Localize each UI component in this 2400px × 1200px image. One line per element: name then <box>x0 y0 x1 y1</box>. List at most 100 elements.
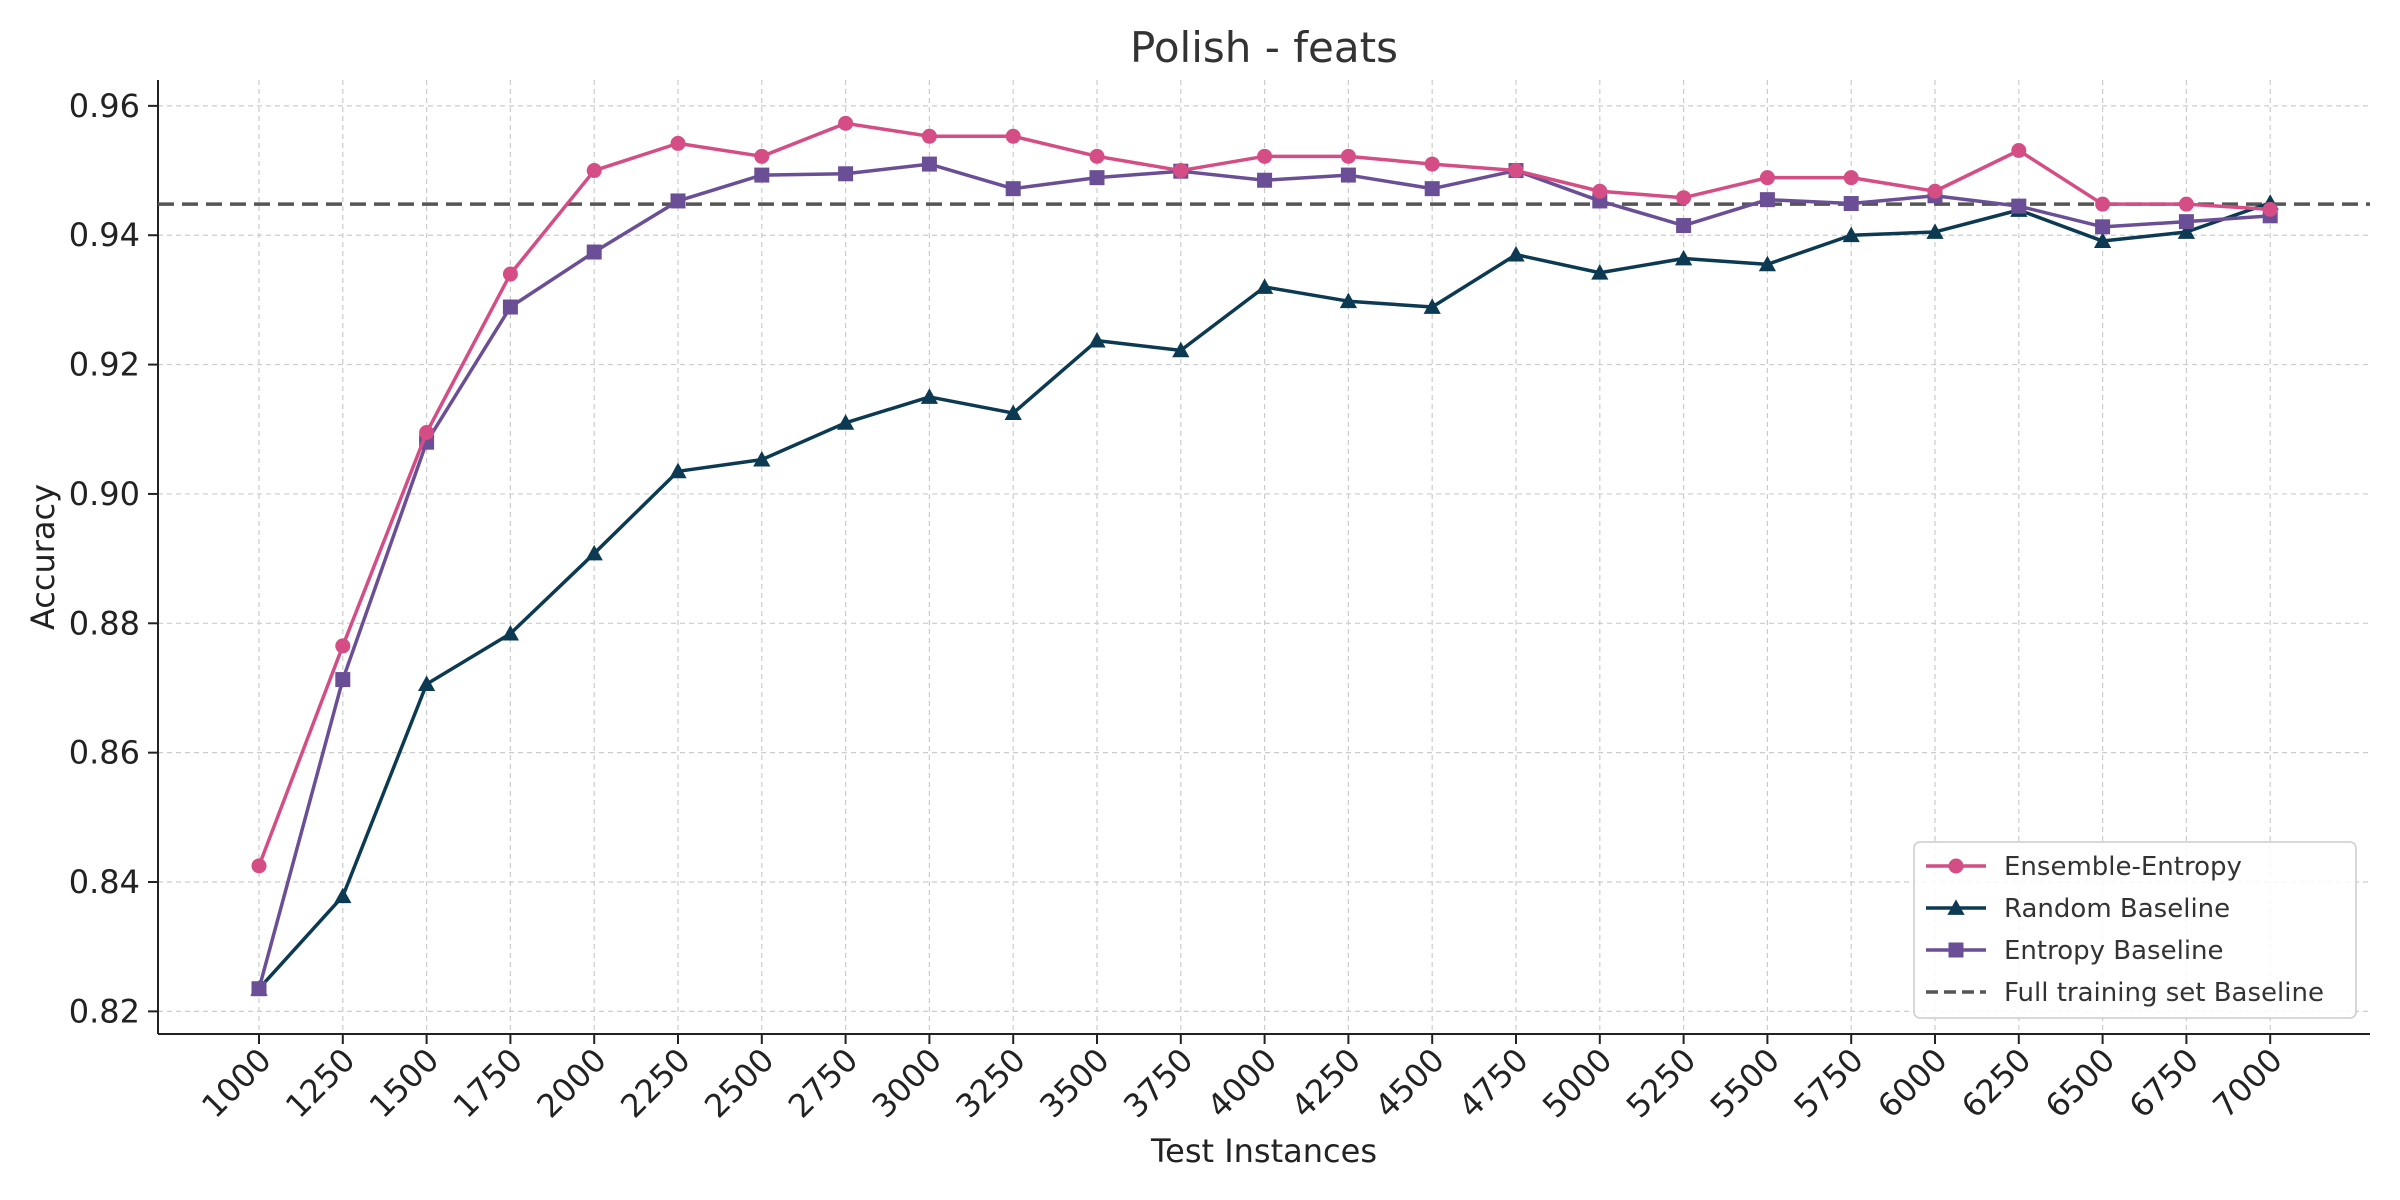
data-point-entropy-baseline <box>1340 167 1356 183</box>
legend-label-full-training-set-baseline: Full training set Baseline <box>2004 978 2324 1008</box>
legend-label-entropy-baseline: Entropy Baseline <box>2004 936 2224 966</box>
data-point-ensemble-entropy <box>502 266 518 282</box>
x-tick-label: 5250 <box>1619 1041 1703 1125</box>
data-point-entropy-baseline <box>921 156 937 172</box>
data-point-random-baseline <box>1507 246 1525 262</box>
data-point-ensemble-entropy <box>419 424 435 440</box>
data-point-random-baseline <box>1255 278 1274 294</box>
data-point-ensemble-entropy <box>2178 196 2194 212</box>
data-point-ensemble-entropy <box>1005 128 1021 144</box>
data-point-random-baseline <box>1339 292 1358 309</box>
data-point-ensemble-entropy <box>2011 142 2027 158</box>
data-point-entropy-baseline <box>2095 219 2111 235</box>
data-point-random-baseline <box>2177 223 2196 239</box>
chart-title: Polish - feats <box>1130 23 1398 72</box>
data-point-entropy-baseline <box>2178 214 2194 230</box>
data-point-ensemble-entropy <box>2095 196 2111 212</box>
data-point-random-baseline <box>1172 341 1190 358</box>
x-tick-label: 6500 <box>2038 1041 2122 1125</box>
data-point-entropy-baseline <box>251 981 267 997</box>
y-tick-label: 0.88 <box>69 604 140 642</box>
x-tick-label: 3250 <box>948 1041 1032 1125</box>
x-tick-label: 6750 <box>2122 1041 2206 1125</box>
data-point-entropy-baseline <box>1759 192 1775 208</box>
x-tick-label: 7000 <box>2205 1041 2289 1125</box>
data-point-ensemble-entropy <box>1592 183 1608 199</box>
data-point-random-baseline <box>753 451 771 467</box>
data-point-entropy-baseline <box>1676 218 1692 234</box>
data-point-random-baseline <box>1591 264 1609 280</box>
data-point-entropy-baseline <box>335 672 351 688</box>
y-tick-label: 0.84 <box>69 863 140 901</box>
x-tick-label: 4500 <box>1367 1041 1451 1125</box>
data-point-ensemble-entropy <box>1257 148 1273 164</box>
x-tick-label: 5000 <box>1535 1041 1619 1125</box>
data-point-ensemble-entropy <box>1927 183 1943 199</box>
data-point-random-baseline <box>1004 404 1022 420</box>
data-point-random-baseline <box>334 887 352 904</box>
data-point-random-baseline <box>1423 298 1441 314</box>
data-point-ensemble-entropy <box>1843 170 1859 186</box>
data-point-ensemble-entropy <box>838 115 854 131</box>
data-point-random-baseline <box>2093 232 2112 248</box>
y-tick-label: 0.90 <box>69 475 140 513</box>
legend-marker-ensemble-entropy <box>1948 858 1964 874</box>
y-tick-label: 0.86 <box>69 734 140 772</box>
data-point-random-baseline <box>585 544 603 561</box>
y-tick-label: 0.94 <box>69 216 140 254</box>
data-point-random-baseline <box>1842 226 1860 243</box>
data-point-ensemble-entropy <box>670 135 686 151</box>
data-point-ensemble-entropy <box>251 858 267 874</box>
y-tick-label: 0.92 <box>69 346 140 384</box>
data-point-entropy-baseline <box>502 299 518 315</box>
data-point-entropy-baseline <box>670 193 686 209</box>
x-tick-label: 1500 <box>362 1041 446 1125</box>
data-point-ensemble-entropy <box>1340 148 1356 164</box>
x-tick-label: 2000 <box>529 1041 613 1125</box>
legend-marker-random-baseline <box>1947 899 1965 915</box>
data-point-random-baseline <box>1088 332 1106 348</box>
x-tick-label: 6000 <box>1870 1041 1954 1125</box>
data-point-random-baseline <box>920 388 939 404</box>
x-tick-label: 3750 <box>1116 1041 1200 1125</box>
data-point-ensemble-entropy <box>754 148 770 164</box>
x-tick-label: 4000 <box>1200 1041 1284 1125</box>
data-point-ensemble-entropy <box>1508 163 1524 179</box>
series <box>250 115 2279 997</box>
x-axis-label: Test Instances <box>1150 1132 1377 1170</box>
x-tick-label: 3000 <box>865 1041 949 1125</box>
x-tick-label: 5500 <box>1703 1041 1787 1125</box>
y-axis-label: Accuracy <box>24 484 62 630</box>
data-point-entropy-baseline <box>1843 196 1859 212</box>
data-point-ensemble-entropy <box>1424 156 1440 172</box>
y-tick-label: 0.82 <box>69 992 140 1030</box>
y-tick-label: 0.96 <box>69 87 140 125</box>
data-point-entropy-baseline <box>838 166 854 182</box>
data-point-random-baseline <box>836 414 855 430</box>
legend-label-ensemble-entropy: Ensemble-Entropy <box>2004 852 2242 882</box>
data-point-ensemble-entropy <box>2262 201 2278 217</box>
data-point-entropy-baseline <box>2011 198 2027 214</box>
data-point-entropy-baseline <box>586 244 602 260</box>
x-tick-label: 4250 <box>1284 1041 1368 1125</box>
legend-label-random-baseline: Random Baseline <box>2004 894 2230 924</box>
data-point-random-baseline <box>417 675 436 691</box>
legend-marker-entropy-baseline <box>1948 942 1964 958</box>
x-tick-label: 5750 <box>1786 1041 1870 1125</box>
data-point-ensemble-entropy <box>921 128 937 144</box>
x-tick-label: 3500 <box>1032 1041 1116 1125</box>
data-point-entropy-baseline <box>754 167 770 183</box>
data-point-random-baseline <box>1926 223 1944 239</box>
data-point-ensemble-entropy <box>586 163 602 179</box>
x-tick-label: 2500 <box>697 1041 781 1125</box>
data-point-ensemble-entropy <box>1173 163 1189 179</box>
x-tick-label: 2250 <box>613 1041 697 1125</box>
data-point-ensemble-entropy <box>335 638 351 654</box>
data-point-random-baseline <box>501 625 520 641</box>
data-point-ensemble-entropy <box>1676 190 1692 206</box>
data-point-entropy-baseline <box>1089 170 1105 186</box>
data-point-random-baseline <box>669 462 687 479</box>
x-tick-label: 2750 <box>781 1041 865 1125</box>
data-point-entropy-baseline <box>1257 172 1273 188</box>
